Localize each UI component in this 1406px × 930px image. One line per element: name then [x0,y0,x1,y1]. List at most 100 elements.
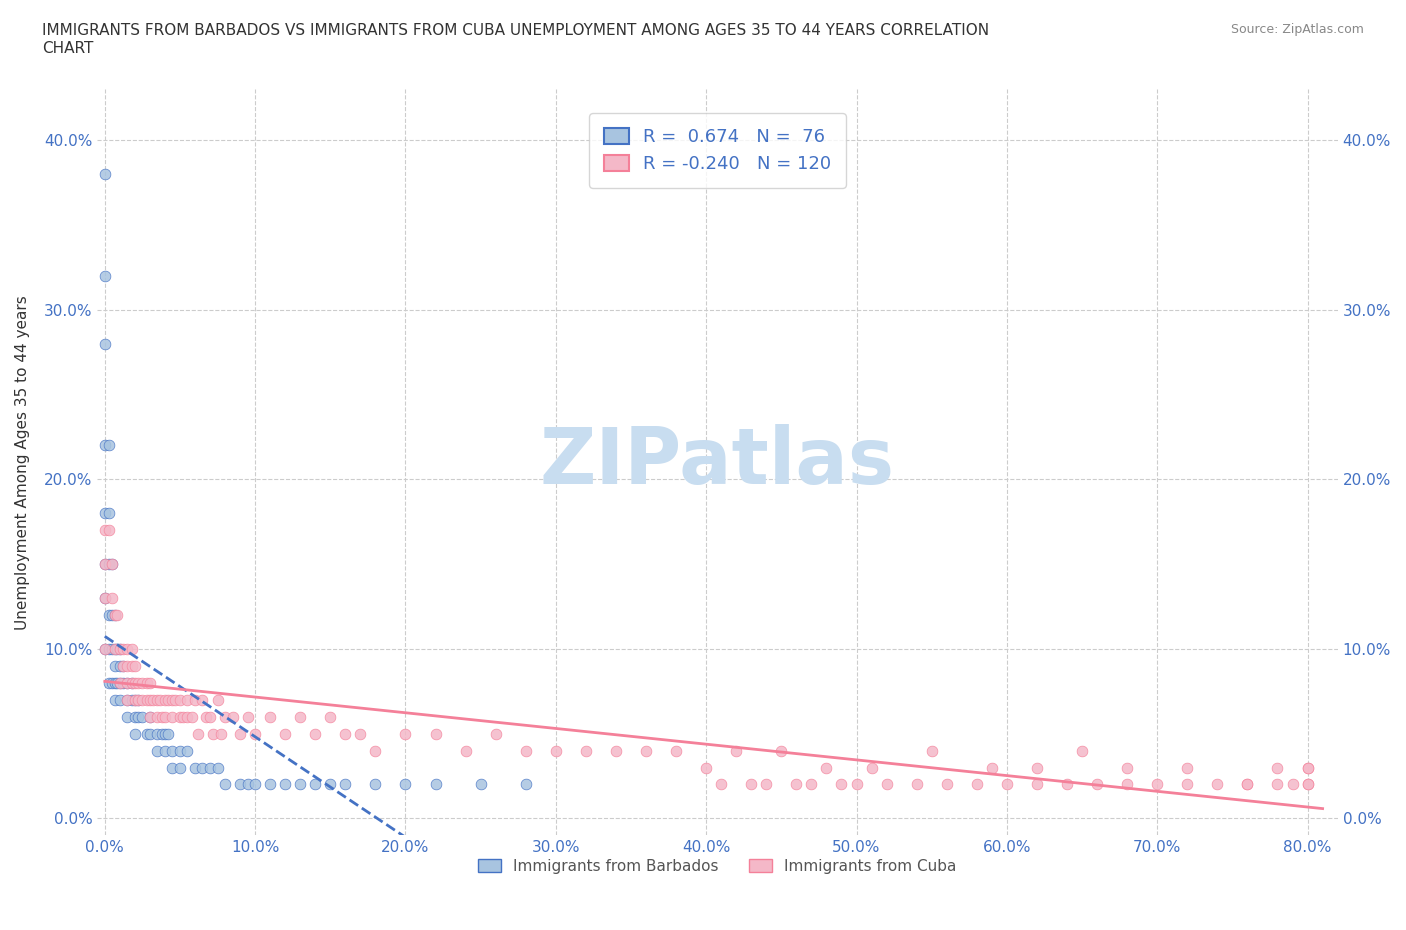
Point [221,710,243,724]
Point [1296,777,1319,791]
Point [274,777,297,791]
Point [1071,743,1094,758]
Point [290,777,312,791]
Point [98,506,121,521]
Point [454,743,477,758]
Point [94,337,117,352]
Point [1175,760,1198,775]
Point [1056,777,1078,791]
Point [485,726,508,741]
Point [131,710,153,724]
Point [815,760,838,775]
Point [108,642,131,657]
Point [274,726,297,741]
Point [198,710,221,724]
Text: IMMIGRANTS FROM BARBADOS VS IMMIGRANTS FROM CUBA UNEMPLOYMENT AMONG AGES 35 TO 4: IMMIGRANTS FROM BARBADOS VS IMMIGRANTS F… [42,23,990,56]
Point [131,675,153,690]
Point [470,777,492,791]
Point [243,777,266,791]
Point [162,760,184,775]
Point [124,726,146,741]
Point [139,710,162,724]
Point [135,726,157,741]
Point [94,642,117,657]
Point [1116,760,1139,775]
Point [124,710,146,724]
Point [169,760,191,775]
Point [162,692,184,707]
Point [156,692,179,707]
Point [108,642,131,657]
Point [104,658,127,673]
Point [117,658,139,673]
Point [191,692,214,707]
Point [124,692,146,707]
Text: ZIPatlas: ZIPatlas [540,424,896,500]
Point [94,591,117,605]
Point [108,675,131,690]
Point [214,777,236,791]
Point [121,658,143,673]
Point [304,777,326,791]
Point [98,523,121,538]
Point [169,743,191,758]
Point [153,692,176,707]
Point [800,777,823,791]
Point [830,777,852,791]
Point [94,557,117,572]
Point [259,710,281,724]
Point [394,726,416,741]
Point [515,777,537,791]
Point [845,777,868,791]
Point [740,777,762,791]
Point [117,692,139,707]
Point [135,675,157,690]
Point [124,658,146,673]
Point [1116,777,1139,791]
Point [243,726,266,741]
Point [105,675,128,690]
Point [184,760,207,775]
Point [1267,760,1289,775]
Point [176,710,198,724]
Point [124,675,146,690]
Point [1085,777,1108,791]
Point [127,675,149,690]
Point [146,726,169,741]
Point [127,692,149,707]
Point [139,675,162,690]
Point [139,710,162,724]
Point [1296,760,1319,775]
Point [104,675,127,690]
Point [156,726,179,741]
Point [150,710,173,724]
Point [1026,760,1049,775]
Point [98,557,121,572]
Point [1206,777,1229,791]
Point [1146,777,1168,791]
Point [105,642,128,657]
Point [149,692,172,707]
Point [304,726,326,741]
Point [785,777,807,791]
Point [319,710,342,724]
Point [905,777,928,791]
Point [162,743,184,758]
Point [121,675,143,690]
Point [111,642,134,657]
Point [605,743,627,758]
Point [165,692,187,707]
Point [770,743,793,758]
Point [725,743,748,758]
Point [121,642,143,657]
Point [349,726,371,741]
Point [94,642,117,657]
Point [94,506,117,521]
Point [104,642,127,657]
Point [98,675,121,690]
Point [921,743,943,758]
Point [1026,777,1049,791]
Point [236,777,259,791]
Point [665,743,688,758]
Point [202,726,225,741]
